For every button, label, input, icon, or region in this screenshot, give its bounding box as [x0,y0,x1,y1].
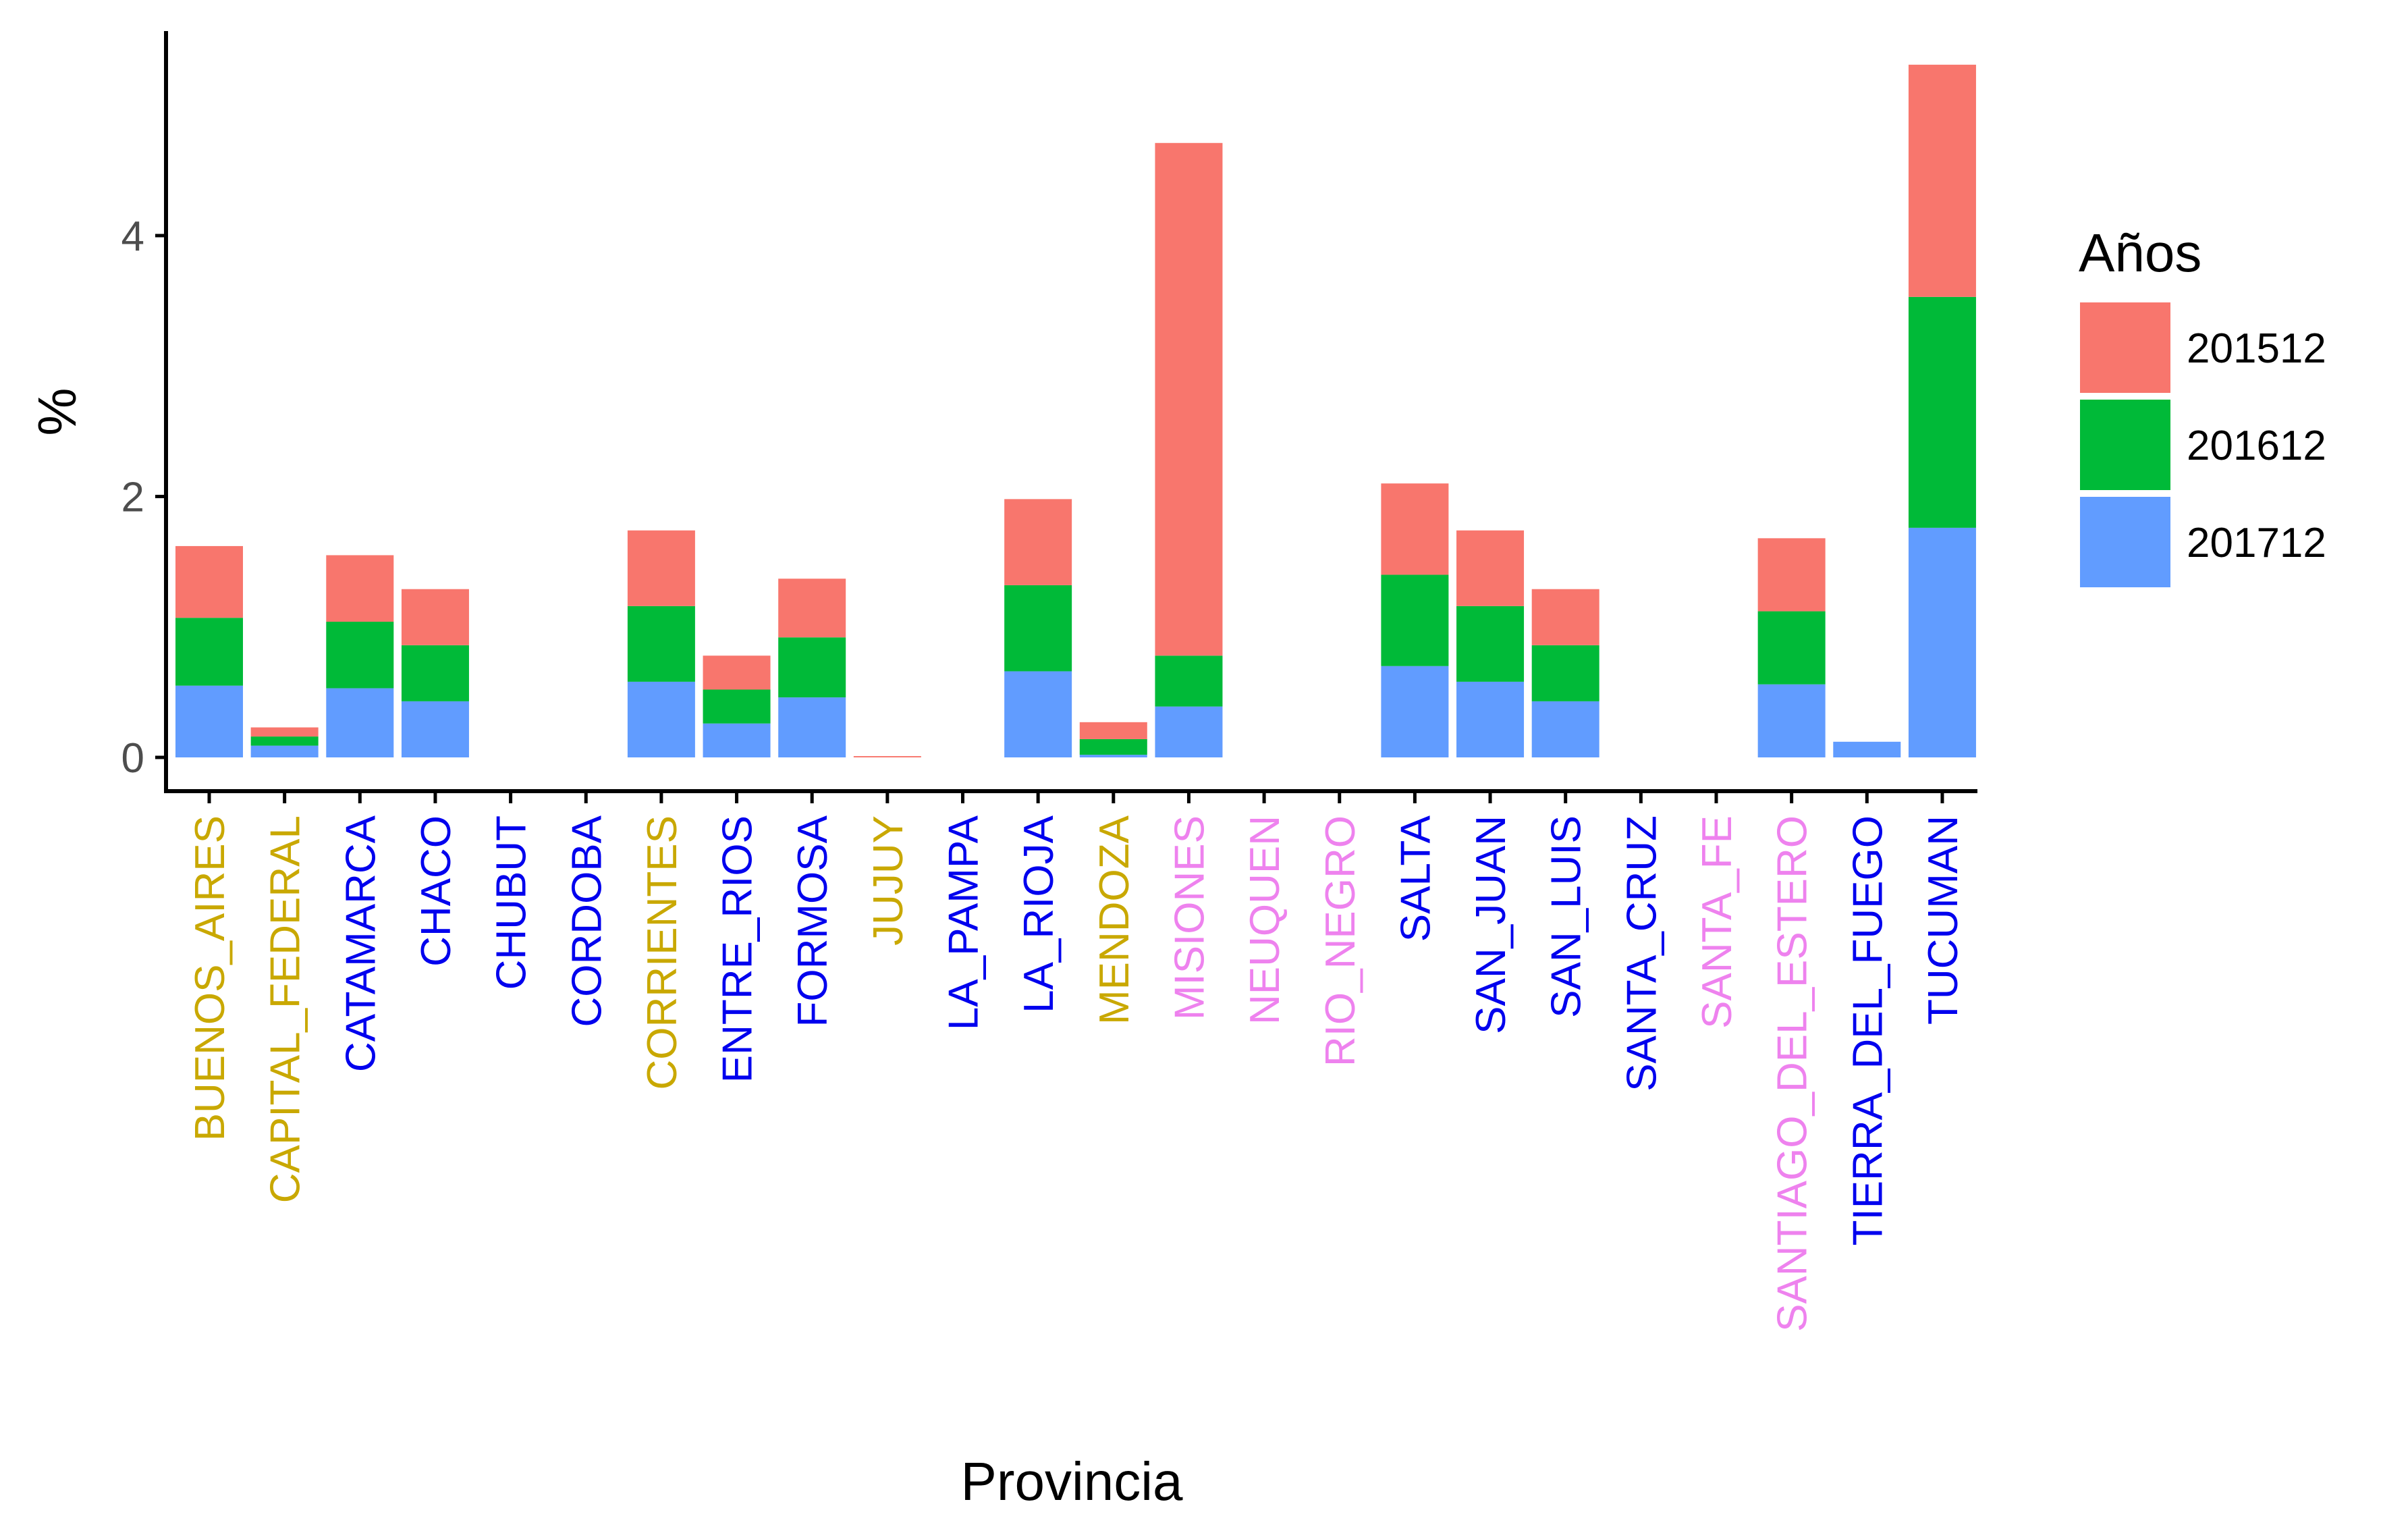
y-ticks: 0 2 4 [121,213,166,782]
bar-tucuman-201612 [1908,296,1976,528]
legend-key-201612 [2080,400,2170,490]
x-tick-label-santiago_del_estero: SANTIAGO_DEL_ESTERO [1770,815,1816,1332]
bar-santiago_del_estero-201512 [1757,538,1826,612]
y-axis-title: % [27,387,87,435]
bar-san_luis-201712 [1531,701,1599,757]
bar-buenos_aires-201612 [175,618,243,686]
bar-corrientes-201512 [627,530,695,606]
bar-chaco-201712 [401,701,469,757]
axes-layer [164,31,1977,793]
x-tick-label-corrientes: CORRIENTES [639,815,686,1090]
bars-layer [175,64,1976,757]
bar-chaco-201612 [401,645,469,701]
bar-catamarca-201512 [326,555,394,622]
x-tick-label-jujuy: JUJUY [865,815,912,946]
bar-entre_rios-201712 [703,723,771,757]
bar-buenos_aires-201712 [175,685,243,757]
bar-jujuy-201512 [853,756,921,757]
bar-formosa-201512 [778,579,846,638]
x-tick-label-san_juan: SAN_JUAN [1468,815,1514,1034]
x-ticks: BUENOS_AIRES CAPITAL_FEDERAL CATAMARCA CHAC… [187,791,1967,1332]
bar-santiago_del_estero-201612 [1757,611,1826,684]
legend-title: Años [2079,223,2201,283]
y-tick-label: 4 [121,213,144,260]
bar-catamarca-201712 [326,688,394,757]
bar-salta-201612 [1381,574,1449,666]
x-tick-label-santa_cruz: SANTA_CRUZ [1618,815,1665,1092]
x-axis-title: Provincia [960,1451,1183,1511]
x-tick-label-cordoba: CORDOBA [564,815,610,1027]
bar-misiones-201612 [1155,655,1223,707]
bar-corrientes-201612 [627,606,695,682]
bar-misiones-201712 [1155,706,1223,757]
bar-formosa-201712 [778,697,846,757]
bar-san_juan-201612 [1456,606,1525,682]
x-tick-label-misiones: MISIONES [1166,815,1213,1020]
bar-corrientes-201712 [627,681,695,757]
x-tick-label-san_luis: SAN_LUIS [1543,815,1590,1018]
legend: Años 201512 201612 201712 [2079,223,2326,587]
legend-label-201612: 201612 [2187,423,2326,469]
x-tick-label-formosa: FORMOSA [790,815,836,1027]
y-tick-label: 2 [121,475,144,521]
bar-mendoza-201512 [1079,722,1147,739]
x-tick-label-catamarca: CATAMARCA [337,815,384,1072]
bar-entre_rios-201512 [703,655,771,690]
bar-salta-201712 [1381,666,1449,757]
bar-san_luis-201512 [1531,589,1599,645]
bar-formosa-201612 [778,637,846,698]
bar-mendoza-201712 [1079,755,1147,757]
bar-tucuman-201712 [1908,527,1976,757]
bar-capital_federal-201712 [250,745,319,757]
x-tick-label-chaco: CHACO [413,815,460,967]
legend-label-201712: 201712 [2187,520,2326,566]
y-tick-label: 0 [121,735,144,782]
legend-label-201512: 201512 [2187,325,2326,372]
bar-tierra_del_fuego-201712 [1833,741,1901,757]
bar-santiago_del_estero-201712 [1757,684,1826,757]
bar-entre_rios-201612 [703,689,771,724]
x-tick-label-chubut: CHUBUT [489,815,535,990]
bar-la_rioja-201712 [1004,671,1072,757]
x-tick-label-tierra_del_fuego: TIERRA_DEL_FUEGO [1844,815,1891,1245]
bar-misiones-201512 [1155,142,1223,656]
legend-key-201712 [2080,497,2170,587]
bar-tucuman-201512 [1908,64,1976,297]
x-tick-label-rio_negro: RIO_NEGRO [1317,815,1364,1067]
x-tick-label-la_rioja: LA_RIOJA [1016,815,1062,1013]
x-tick-label-la_pampa: LA_PAMPA [941,815,987,1030]
bar-mendoza-201612 [1079,738,1147,755]
x-tick-label-neuquen: NEUQUEN [1242,815,1288,1025]
bar-capital_federal-201612 [250,736,319,746]
bar-san_juan-201512 [1456,530,1525,606]
bar-buenos_aires-201512 [175,545,243,618]
bar-catamarca-201612 [326,622,394,689]
bar-chaco-201512 [401,589,469,645]
x-tick-label-capital_federal: CAPITAL_FEDERAL [263,815,309,1203]
x-tick-label-santa_fe: SANTA_FE [1694,815,1741,1029]
x-tick-label-salta: SALTA [1392,815,1439,942]
bar-san_juan-201712 [1456,681,1525,757]
bar-la_rioja-201612 [1004,585,1072,672]
x-tick-label-mendoza: MENDOZA [1091,815,1138,1025]
bar-capital_federal-201512 [250,727,319,737]
bar-salta-201512 [1381,483,1449,575]
bar-san_luis-201612 [1531,645,1599,701]
bar-la_rioja-201512 [1004,499,1072,585]
x-tick-label-tucuman: TUCUMAN [1920,815,1967,1025]
x-tick-label-entre_rios: ENTRE_RIOS [715,815,761,1083]
x-tick-label-buenos_aires: BUENOS_AIRES [187,815,234,1141]
legend-key-201512 [2080,302,2170,393]
